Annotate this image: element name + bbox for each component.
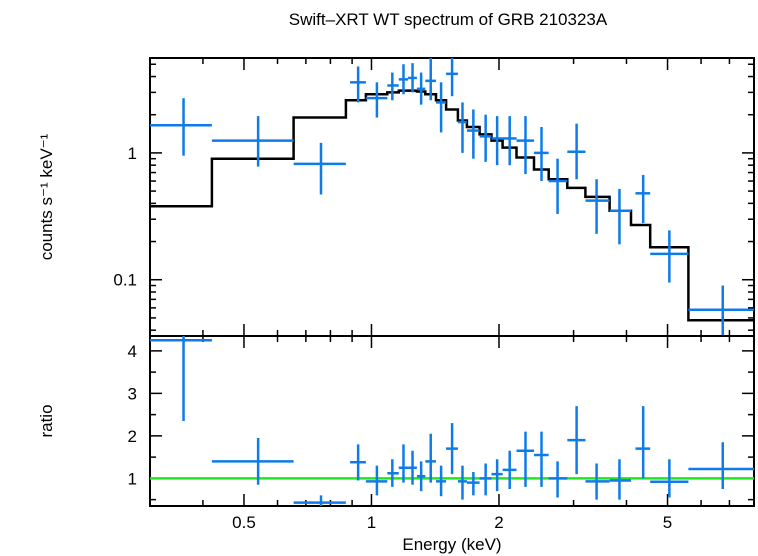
spectrum-point (534, 127, 549, 182)
ratio-point (650, 459, 689, 498)
spectrum-point (398, 64, 409, 95)
ratio-ylabel: ratio (37, 404, 56, 437)
spectrum-point (416, 72, 426, 105)
spectrum-data (150, 58, 754, 336)
ratio-xtick-labels: 0.5 1 2 5 (232, 513, 672, 532)
ratio-point (534, 431, 549, 487)
spectrum-point (479, 114, 492, 162)
x-tick-label: 5 (663, 513, 672, 532)
ratio-point (150, 336, 212, 421)
ratio-point (548, 461, 568, 498)
spectrum-point (502, 116, 517, 166)
ratio-point (457, 465, 467, 500)
ratio-data (150, 336, 754, 506)
spectrum-point (425, 58, 436, 101)
ratio-point (211, 438, 294, 485)
spectrum-point (211, 116, 294, 167)
ratio-point (491, 459, 503, 492)
spectrum-point (365, 82, 388, 118)
ratio-xlabel: Energy (keV) (402, 535, 501, 554)
spectrum-ytick-labels: 0.11 (113, 144, 137, 290)
ratio-point (387, 459, 399, 487)
ratio-point (398, 444, 409, 483)
ratio-point (435, 465, 447, 497)
ratio-point (416, 461, 426, 492)
ratio-panel: 1 2 3 4 0.5 1 2 5 ratio Energy (keV) (37, 335, 755, 554)
spectrum-point (408, 63, 417, 93)
ratio-point (425, 433, 436, 483)
ratio-point (567, 406, 586, 475)
spectrum-point (150, 98, 212, 156)
spectrum-point (516, 116, 535, 175)
spectrum-point (650, 230, 689, 283)
spectrum-ticks (149, 58, 755, 336)
x-tick-label: 0.5 (232, 513, 256, 532)
y-tick-label: 1 (128, 469, 137, 488)
spectrum-ylabel: counts s⁻¹ keV⁻¹ (37, 133, 56, 260)
spectrum-point (293, 142, 346, 195)
ratio-ytick-labels: 1 2 3 4 (128, 342, 137, 489)
spectrum-point (688, 285, 754, 336)
y-tick-label: 0.1 (113, 271, 137, 290)
ratio-point (408, 450, 417, 485)
ratio-point (609, 459, 632, 500)
ratio-point (446, 423, 458, 475)
ratio-point (350, 444, 366, 481)
spectrum-point (387, 72, 399, 101)
ratio-point (688, 442, 754, 489)
spectrum-point (491, 116, 503, 166)
y-tick-label: 4 (128, 342, 137, 361)
spectrum-point (466, 109, 480, 159)
spectrum-point (446, 58, 458, 97)
x-tick-label: 2 (494, 513, 503, 532)
ratio-point (365, 465, 388, 496)
spectrum-point (567, 123, 586, 180)
spectrum-point (609, 188, 632, 245)
y-tick-label: 1 (128, 144, 137, 163)
ratio-point (479, 463, 492, 496)
spectrum-point (585, 179, 610, 234)
spectrum-point (435, 82, 447, 133)
spectrum-point (350, 66, 366, 103)
spectrum-point (635, 174, 651, 224)
spectrum-frame (149, 57, 755, 337)
ratio-point (502, 450, 517, 489)
ratio-frame (149, 335, 755, 507)
chart-title: Swift–XRT WT spectrum of GRB 210323A (289, 10, 608, 29)
model-curve (150, 89, 754, 322)
y-tick-label: 2 (128, 427, 137, 446)
ratio-point (466, 472, 480, 496)
spectrum-point (457, 102, 467, 153)
spectrum-point (548, 158, 568, 214)
ratio-point (635, 406, 651, 479)
ratio-point (585, 463, 610, 500)
ratio-point (516, 431, 535, 487)
y-tick-label: 3 (128, 384, 137, 403)
ratio-ticks (149, 336, 755, 506)
spectrum-panel: 0.11 counts s⁻¹ keV⁻¹ (37, 57, 755, 337)
ratio-point (293, 495, 346, 506)
model-step-line (150, 89, 754, 322)
x-tick-label: 1 (367, 513, 376, 532)
